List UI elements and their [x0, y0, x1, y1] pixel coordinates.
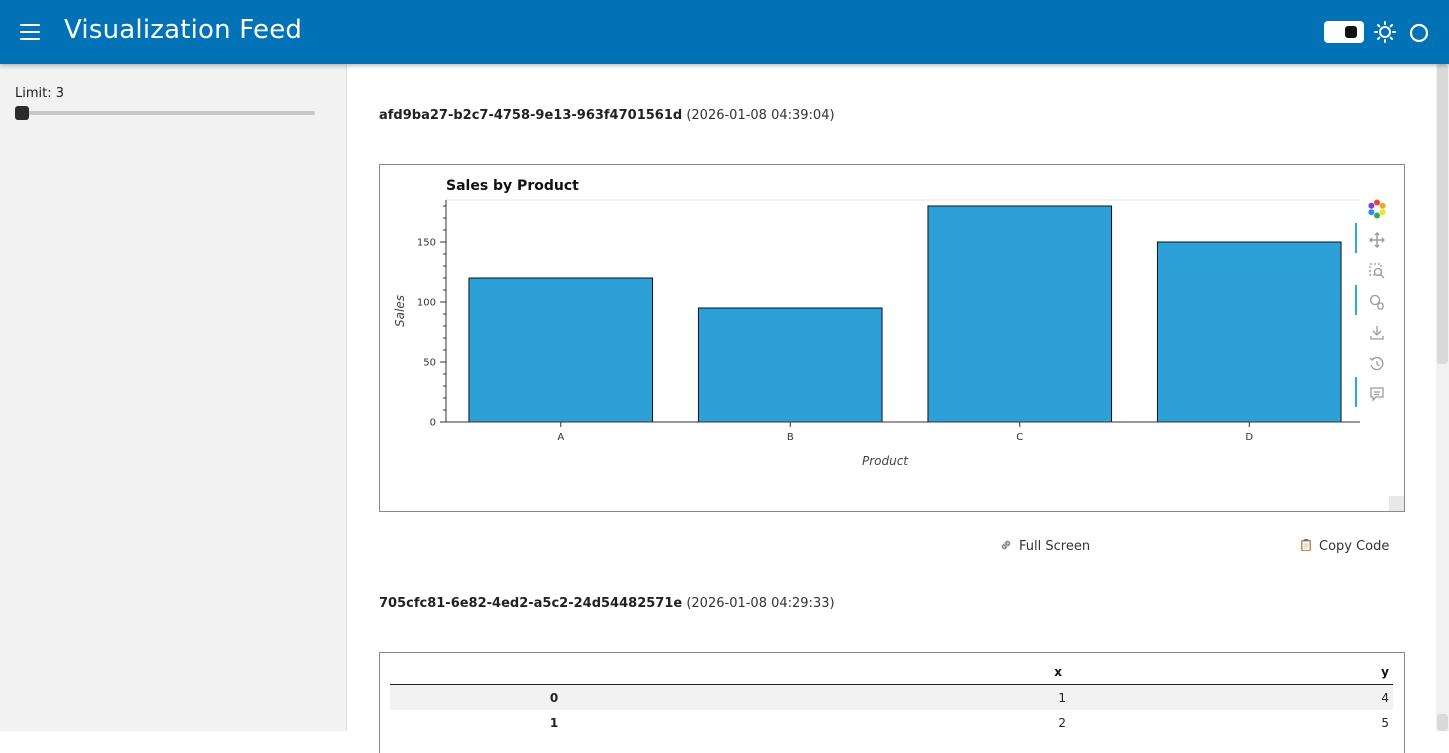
- x-tick-label: C: [1016, 432, 1023, 443]
- entry-header: afd9ba27-b2c7-4758-9e13-963f4701561d (20…: [379, 108, 835, 123]
- data-table-panel: x y 0 1 4 1 2 5: [379, 652, 1405, 753]
- x-tick-label: A: [557, 432, 564, 443]
- hamburger-icon[interactable]: [20, 24, 40, 40]
- copy-code-button[interactable]: Copy Code: [1299, 538, 1389, 554]
- save-icon[interactable]: [1368, 324, 1386, 342]
- x-tick-label: D: [1245, 432, 1253, 443]
- wheel-zoom-icon[interactable]: [1368, 293, 1386, 311]
- bar-B: [697, 307, 883, 423]
- column-header-x: x: [718, 659, 1066, 685]
- wheel-zoom-active-indicator: [1355, 285, 1357, 315]
- y-tick-label: 150: [417, 238, 436, 249]
- y-tick-label: 100: [417, 298, 436, 309]
- page-scrollbar[interactable]: [1436, 64, 1449, 731]
- plot-toolbar: [1355, 191, 1400, 411]
- cell-y: 4: [1066, 684, 1393, 710]
- bokeh-logo-icon[interactable]: [1367, 199, 1387, 219]
- column-header-y: y: [1066, 659, 1393, 685]
- theme-toggle[interactable]: [1324, 21, 1364, 43]
- x-axis-label: Product: [862, 454, 909, 468]
- table-header-row: x y: [390, 659, 1393, 685]
- table-row: 0 1 4: [390, 684, 1393, 710]
- chart-title: Sales by Product: [446, 178, 579, 194]
- limit-slider-handle[interactable]: [15, 106, 29, 120]
- cell-x: 1: [718, 684, 1066, 710]
- clipboard-icon: [1301, 539, 1311, 551]
- y-axis-label: Sales: [393, 295, 407, 327]
- full-screen-button[interactable]: Full Screen: [999, 538, 1090, 554]
- bar-chart[interactable]: A B C D 0 50 100 150 Product Sales: [380, 165, 1360, 511]
- sidebar: Limit: 3: [0, 64, 347, 731]
- x-tick-label: B: [787, 432, 794, 443]
- link-icon: [1001, 540, 1011, 550]
- main-feed: afd9ba27-b2c7-4758-9e13-963f4701561d (20…: [347, 64, 1436, 753]
- bar-A: [468, 277, 654, 423]
- box-zoom-icon[interactable]: [1368, 262, 1386, 280]
- copy-code-label: Copy Code: [1319, 539, 1390, 554]
- sun-icon[interactable]: [1374, 21, 1396, 43]
- limit-label: Limit: 3: [15, 86, 65, 101]
- table-row: 1 2 5: [390, 710, 1393, 735]
- full-screen-label: Full Screen: [1019, 539, 1091, 554]
- reset-icon[interactable]: [1368, 355, 1386, 373]
- row-index: 1: [549, 715, 559, 730]
- entry-id: 705cfc81-6e82-4ed2-a5c2-24d54482571e: [379, 596, 683, 611]
- y-tick-label: 50: [423, 358, 436, 369]
- hover-active-indicator: [1355, 377, 1357, 407]
- bar-C: [927, 205, 1113, 423]
- scrollbar-thumb[interactable]: [1437, 64, 1448, 364]
- entry-id: afd9ba27-b2c7-4758-9e13-963f4701561d: [379, 108, 683, 123]
- plot-panel: Sales by Product A B C D 0 50 100 150 Product Sal…: [379, 164, 1405, 512]
- hover-icon[interactable]: [1368, 385, 1386, 403]
- bar-D: [1156, 241, 1342, 423]
- limit-slider-track[interactable]: [20, 111, 315, 115]
- entry-timestamp: (2026-01-08 04:39:04): [686, 108, 835, 123]
- pan-active-indicator: [1355, 223, 1357, 253]
- y-tick-label: 0: [430, 418, 436, 429]
- circle-icon[interactable]: [1409, 23, 1429, 43]
- cell-x: 2: [1058, 715, 1066, 730]
- resize-handle[interactable]: [1389, 496, 1404, 511]
- column-header-index: [390, 659, 718, 685]
- data-table: x y 0 1 4 1 2 5: [390, 659, 1393, 735]
- scrollbar-thumb-lower[interactable]: [1437, 714, 1448, 731]
- app-header: Visualization Feed: [0, 0, 1449, 64]
- pan-icon[interactable]: [1368, 231, 1386, 249]
- entry-header: 705cfc81-6e82-4ed2-a5c2-24d54482571e (20…: [379, 596, 835, 611]
- entry-timestamp: (2026-01-08 04:29:33): [686, 596, 835, 611]
- cell-y: 5: [1381, 715, 1389, 730]
- app-title: Visualization Feed: [64, 15, 303, 45]
- row-index: 0: [390, 684, 718, 710]
